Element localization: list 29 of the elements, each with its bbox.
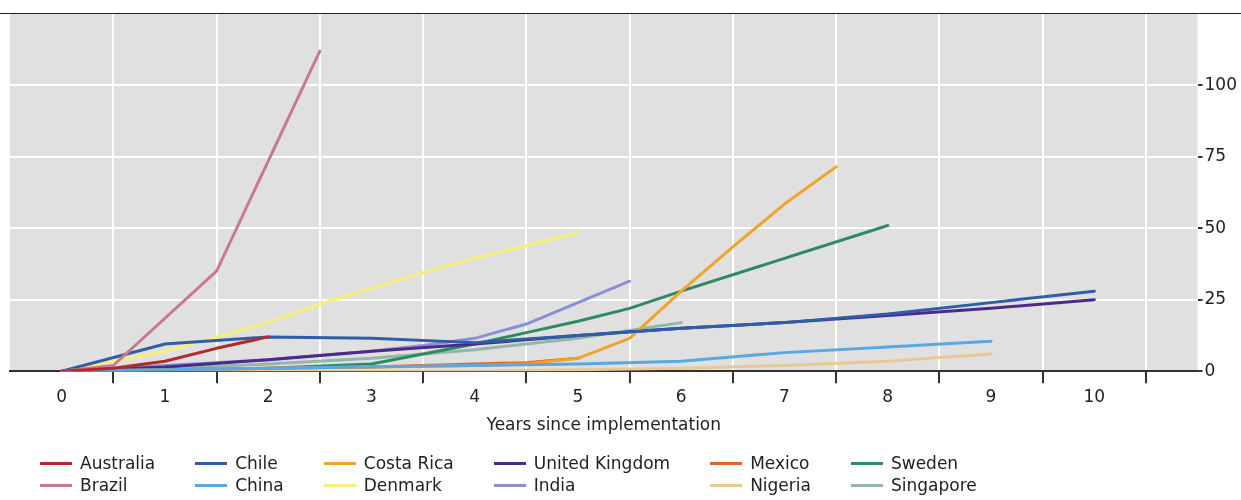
legend-label: Sweden: [890, 453, 959, 473]
legend-label: Mexico: [750, 453, 810, 473]
legend-label: United Kingdom: [533, 453, 671, 473]
legend-label: Denmark: [363, 475, 442, 495]
x-tick-label: 5: [572, 385, 584, 406]
y-tick-label: 50: [1204, 216, 1227, 237]
legend-label: Costa Rica: [363, 453, 454, 473]
x-tick-label: 3: [366, 385, 377, 406]
x-tick-label: 1: [159, 385, 171, 406]
x-axis-title: Years since implementation: [485, 414, 722, 435]
y-tick-label: 0: [1204, 359, 1216, 380]
legend-label: Brazil: [80, 475, 128, 495]
x-tick-label: 8: [882, 385, 894, 406]
y-tick-label: 75: [1204, 145, 1227, 166]
legend-label: India: [533, 475, 576, 495]
legend-label: China: [235, 475, 284, 495]
legend-label: Australia: [80, 453, 156, 473]
y-tick-label: 100: [1204, 73, 1238, 94]
x-tick-label: 4: [469, 385, 481, 406]
x-tick-label: 2: [262, 385, 274, 406]
legend-label: Nigeria: [750, 475, 811, 495]
x-tick-label: 7: [779, 385, 790, 406]
x-tick-label: 10: [1083, 385, 1106, 406]
legend-label: Chile: [235, 453, 278, 473]
x-tick-label: 9: [985, 385, 997, 406]
x-tick-label: 6: [675, 385, 687, 406]
y-tick-label: 25: [1204, 288, 1227, 309]
legend-label: Singapore: [890, 475, 977, 495]
x-tick-label: 0: [56, 385, 68, 406]
